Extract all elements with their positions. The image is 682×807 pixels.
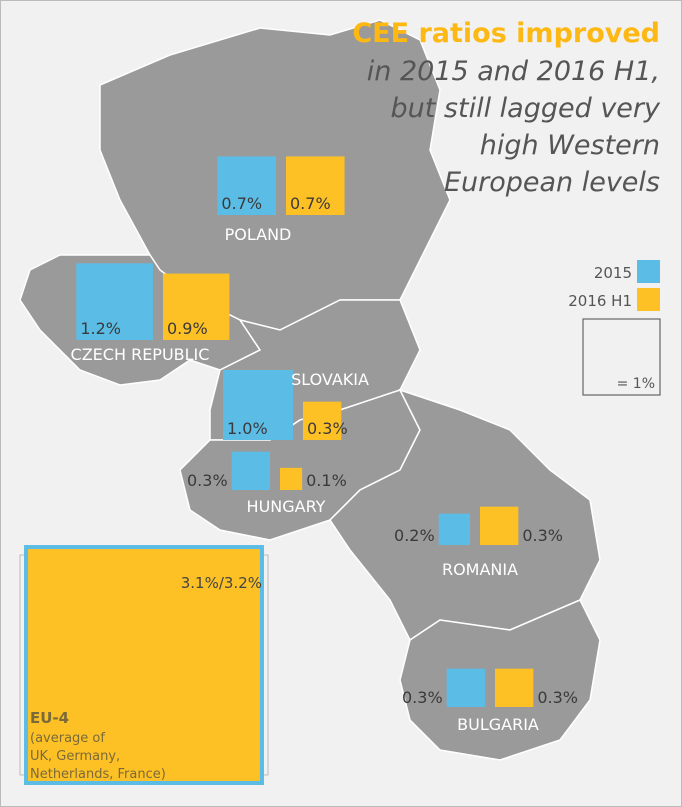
scale-label: = 1% bbox=[617, 376, 655, 392]
square-2016h1 bbox=[280, 468, 302, 490]
value-label: 0.7% bbox=[290, 194, 331, 213]
map-infographic: CEE ratios improved in 2015 and 2016 H1,… bbox=[0, 0, 682, 807]
subtitle-line: European levels bbox=[444, 167, 660, 198]
square-2015 bbox=[232, 452, 270, 490]
square-2015 bbox=[447, 669, 485, 707]
country-name: HUNGARY bbox=[247, 497, 326, 516]
value-label: 0.1% bbox=[306, 471, 347, 490]
value-label: 0.3% bbox=[522, 526, 563, 545]
legend-label: 2016 H1 bbox=[568, 292, 632, 310]
eu4-name: EU-4 bbox=[30, 709, 69, 727]
country-name: SLOVAKIA bbox=[291, 370, 369, 389]
value-label: 0.3% bbox=[537, 688, 578, 707]
value-label: 0.3% bbox=[187, 471, 228, 490]
eu4-value-label: 3.1%/3.2% bbox=[181, 574, 262, 592]
eu4-description: (average of bbox=[30, 731, 105, 746]
subtitle-line: in 2015 and 2016 H1, bbox=[367, 56, 660, 87]
square-2016h1 bbox=[495, 669, 533, 707]
value-label: 0.3% bbox=[402, 688, 443, 707]
title: CEE ratios improved bbox=[352, 18, 660, 49]
value-label: 0.9% bbox=[167, 319, 208, 338]
legend-swatch bbox=[637, 260, 660, 283]
country-name: BULGARIA bbox=[457, 715, 539, 734]
square-2016h1 bbox=[480, 507, 518, 545]
value-label: 0.2% bbox=[394, 526, 435, 545]
country-name: ROMANIA bbox=[442, 560, 518, 579]
subtitle-line: high Western bbox=[480, 130, 660, 161]
eu4-description: Netherlands, France) bbox=[30, 767, 166, 782]
value-label: 0.7% bbox=[221, 194, 262, 213]
country-name: CZECH REPUBLIC bbox=[71, 345, 210, 364]
legend-swatch bbox=[637, 288, 660, 311]
value-label: 1.2% bbox=[80, 319, 121, 338]
value-label: 0.3% bbox=[307, 419, 348, 438]
country-name: POLAND bbox=[225, 225, 292, 244]
value-label: 1.0% bbox=[227, 419, 268, 438]
legend-label: 2015 bbox=[594, 264, 632, 282]
square-2015 bbox=[439, 514, 470, 545]
page: CEE ratios improved in 2015 and 2016 H1,… bbox=[0, 0, 682, 807]
eu4-description: UK, Germany, bbox=[30, 749, 120, 764]
subtitle-line: but still lagged very bbox=[391, 93, 662, 124]
